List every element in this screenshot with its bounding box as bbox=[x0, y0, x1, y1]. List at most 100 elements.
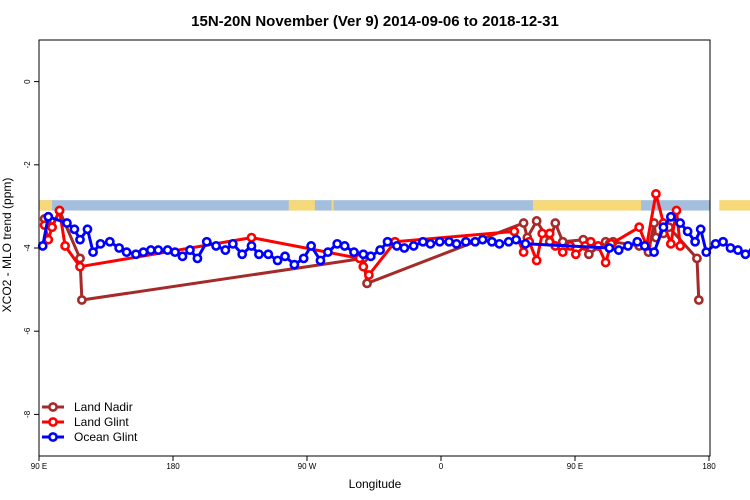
legend-label: Ocean Glint bbox=[74, 430, 138, 444]
data-point bbox=[733, 245, 743, 255]
y-axis: 0 -2 -4 -6 -8 bbox=[23, 79, 39, 418]
data-point bbox=[201, 236, 212, 247]
data-point bbox=[649, 247, 659, 258]
data-point bbox=[298, 253, 309, 264]
data-point bbox=[391, 241, 402, 251]
data-point bbox=[95, 238, 106, 249]
data-point bbox=[425, 238, 436, 249]
data-point bbox=[145, 245, 156, 255]
data-point bbox=[315, 255, 326, 266]
data-point bbox=[613, 245, 624, 255]
y-tick-label: -4 bbox=[23, 244, 32, 252]
data-point bbox=[665, 238, 676, 249]
data-point bbox=[725, 243, 736, 253]
data-point bbox=[408, 241, 419, 251]
data-point bbox=[634, 222, 645, 233]
data-point bbox=[639, 241, 650, 251]
data-point bbox=[718, 236, 728, 247]
y-axis-label: XCO2 - MLO trend (ppm) bbox=[0, 178, 14, 313]
data-point bbox=[701, 247, 712, 258]
data-point bbox=[211, 241, 221, 251]
data-point bbox=[692, 253, 702, 264]
data-point bbox=[254, 249, 264, 260]
x-tick-label: 180 bbox=[166, 462, 180, 471]
data-point bbox=[531, 255, 542, 266]
y-tick-label: -2 bbox=[23, 161, 32, 169]
data-point bbox=[418, 236, 428, 247]
x-tick-label: 90 W bbox=[298, 462, 317, 471]
data-point bbox=[306, 241, 317, 251]
data-point bbox=[375, 245, 385, 255]
data-point bbox=[272, 255, 283, 266]
data-point bbox=[583, 249, 594, 260]
data-point bbox=[550, 218, 561, 228]
x-tick-label: 90 E bbox=[31, 462, 47, 471]
data-point bbox=[690, 236, 700, 247]
data-point bbox=[537, 228, 548, 239]
data-point bbox=[75, 261, 85, 272]
data-point bbox=[82, 224, 93, 235]
data-point bbox=[710, 238, 721, 249]
data-point bbox=[349, 247, 359, 258]
x-tick-label: 90 E bbox=[567, 462, 583, 471]
data-point bbox=[227, 238, 238, 249]
data-point bbox=[323, 247, 333, 258]
data-point bbox=[62, 218, 72, 228]
data-point bbox=[451, 238, 462, 249]
data-point bbox=[76, 295, 87, 305]
data-point bbox=[170, 247, 180, 258]
land-band bbox=[331, 200, 334, 211]
data-point bbox=[477, 234, 488, 245]
land-ocean-strip bbox=[39, 200, 750, 211]
data-point bbox=[153, 245, 164, 255]
data-point bbox=[185, 245, 195, 255]
data-point bbox=[162, 245, 173, 255]
data-point bbox=[43, 211, 54, 222]
y-tick-label: -6 bbox=[23, 327, 32, 335]
data-point bbox=[246, 232, 257, 243]
data-point bbox=[69, 224, 80, 235]
data-point bbox=[518, 247, 529, 258]
data-point bbox=[339, 241, 350, 251]
land-band bbox=[532, 200, 642, 211]
data-point bbox=[177, 251, 188, 262]
data-point bbox=[693, 295, 704, 305]
x-tick-label: 0 bbox=[439, 462, 444, 471]
data-point bbox=[192, 253, 203, 264]
data-point bbox=[121, 247, 132, 258]
land-band bbox=[719, 200, 750, 211]
land-band bbox=[39, 200, 53, 211]
data-point bbox=[37, 241, 48, 251]
data-point bbox=[460, 236, 471, 247]
data-point bbox=[511, 234, 522, 245]
data-point bbox=[131, 249, 141, 260]
legend-label: Land Glint bbox=[74, 415, 129, 429]
data-point bbox=[104, 236, 115, 247]
data-point bbox=[695, 224, 706, 235]
data-point bbox=[114, 243, 125, 253]
data-point bbox=[675, 218, 686, 228]
legend-marker bbox=[48, 402, 58, 412]
data-point bbox=[364, 270, 374, 280]
data-point bbox=[632, 236, 643, 247]
data-point bbox=[682, 226, 693, 237]
data-point bbox=[75, 234, 85, 245]
data-point bbox=[246, 241, 257, 251]
data-point bbox=[365, 251, 376, 262]
data-point bbox=[47, 222, 57, 233]
data-point bbox=[60, 241, 70, 251]
land-band bbox=[288, 200, 315, 211]
data-point bbox=[544, 228, 555, 239]
data-point bbox=[289, 259, 300, 270]
data-point bbox=[237, 249, 248, 260]
data-point bbox=[494, 238, 505, 249]
data-point bbox=[434, 236, 445, 247]
legend-marker bbox=[48, 417, 58, 427]
data-point bbox=[600, 257, 611, 268]
data-point bbox=[138, 247, 149, 258]
legend-marker bbox=[48, 432, 58, 442]
data-point bbox=[740, 249, 750, 260]
ocean-band bbox=[39, 200, 710, 211]
